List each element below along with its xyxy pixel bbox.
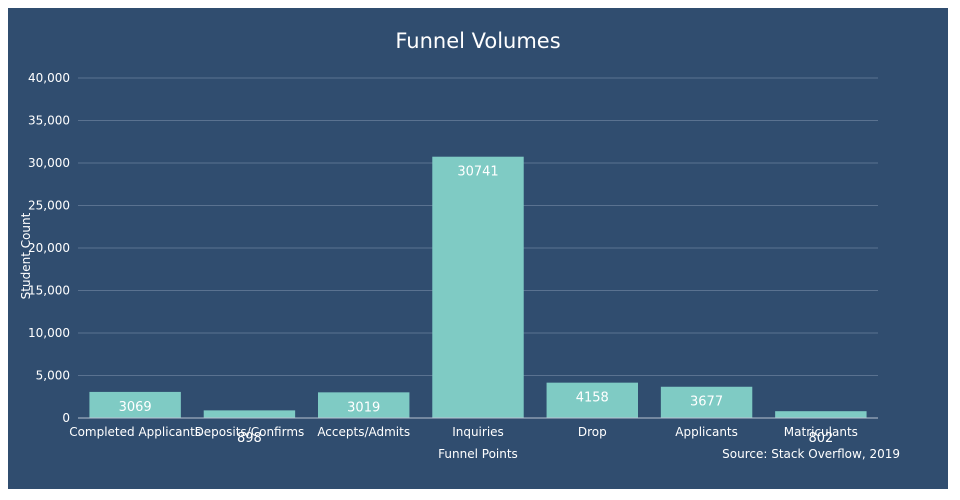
y-tick-label: 30,000: [28, 156, 70, 170]
bar: [775, 411, 867, 418]
x-tick-label: Applicants: [675, 425, 738, 439]
x-tick-label: Inquiries: [452, 425, 504, 439]
x-tick-label: Drop: [578, 425, 607, 439]
bar: [318, 392, 410, 418]
data-label: 898: [237, 431, 262, 446]
x-tick-label: Deposits/Confirms: [195, 425, 305, 439]
x-tick-label: Completed Applicants: [69, 425, 201, 439]
y-axis-ticks: 0 5,000 10,000 15,000 20,000 25,000 30,000 35,0…: [28, 71, 70, 425]
y-tick-label: 10,000: [28, 326, 70, 340]
data-label: 3019: [347, 400, 380, 415]
data-label: 4158: [576, 391, 609, 406]
bar: [432, 156, 524, 418]
y-tick-label: 5,000: [36, 369, 70, 383]
source-annotation: Source: Stack Overflow, 2019: [722, 447, 900, 461]
bar: [203, 410, 296, 418]
bar: [89, 391, 181, 418]
y-tick-label: 35,000: [28, 114, 70, 128]
y-tick-label: 15,000: [28, 284, 70, 298]
x-tick-label: Matriculants: [784, 425, 858, 439]
y-tick-label: 0: [62, 411, 70, 425]
x-axis-title: Funnel Points: [438, 447, 518, 461]
data-label: 30741: [457, 165, 498, 180]
bar: [546, 382, 638, 418]
data-labels: 3069 898 3019 30741 4158 3677 802: [119, 165, 834, 446]
bar-chart: Funnel Volumes 0 5,000 10,000 15,000 20,000 2…: [19, 29, 900, 461]
data-label: 3677: [690, 395, 723, 410]
chart-title: Funnel Volumes: [395, 29, 560, 53]
bar: [660, 386, 753, 418]
chart-container: Funnel Volumes 0 5,000 10,000 15,000 20,000 2…: [8, 8, 948, 489]
data-label: 3069: [119, 400, 152, 415]
y-tick-label: 40,000: [28, 71, 70, 85]
bars: [89, 156, 867, 418]
y-axis-title: Student Count: [19, 212, 33, 299]
data-label: 802: [808, 431, 833, 446]
y-tick-label: 20,000: [28, 241, 70, 255]
y-tick-label: 25,000: [28, 199, 70, 213]
x-tick-label: Accepts/Admits: [317, 425, 410, 439]
